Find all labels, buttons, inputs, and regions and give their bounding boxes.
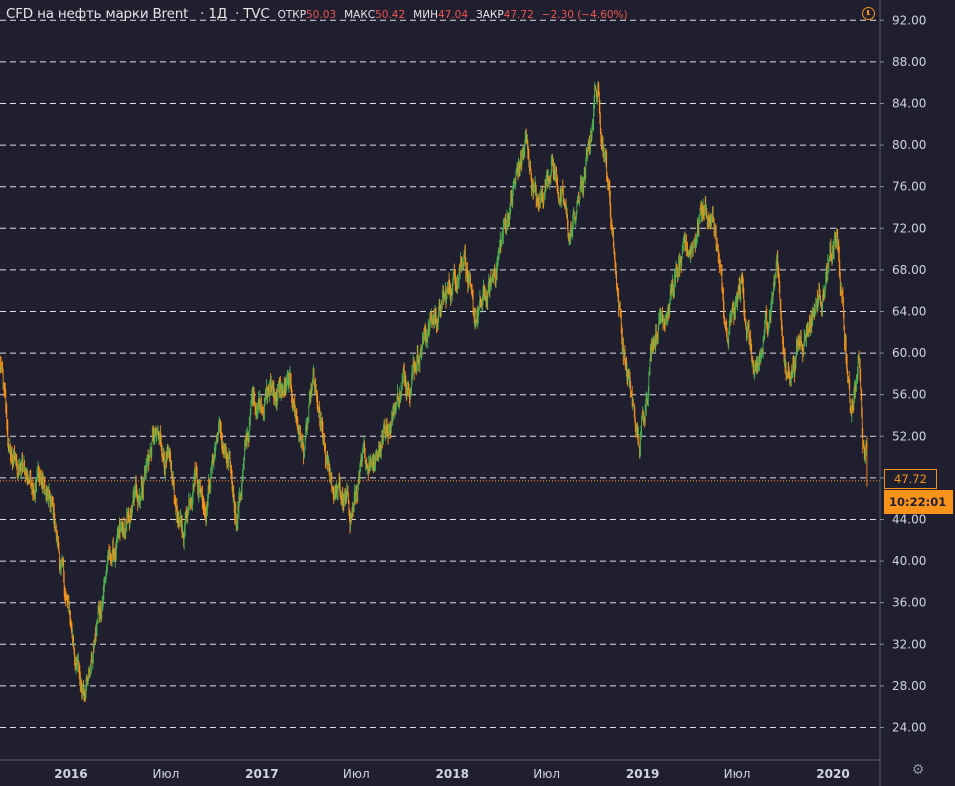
countdown-label: 10:22:01: [884, 490, 953, 514]
x-tick-label: Июл: [152, 767, 179, 781]
y-tick-label: 80.00: [892, 138, 926, 152]
y-tick-label: 40.00: [892, 554, 926, 568]
x-tick-label: 2016: [54, 767, 87, 781]
source-value: TVC: [243, 6, 270, 22]
y-tick-label: 36.00: [892, 596, 926, 610]
high-value: 50.42: [375, 9, 406, 21]
y-tick-label: 88.00: [892, 55, 926, 69]
symbol-name[interactable]: CFD на нефть марки Brent: [6, 6, 189, 22]
y-tick-label: 72.00: [892, 221, 926, 235]
close-label: ЗАКР: [476, 9, 504, 21]
y-tick-label: 76.00: [892, 180, 926, 194]
y-tick-label: 52.00: [892, 429, 926, 443]
low-label: МИН: [413, 9, 438, 21]
x-tick-label: Июл: [724, 767, 751, 781]
x-tick-label: 2017: [245, 767, 278, 781]
y-tick-label: 92.00: [892, 13, 926, 27]
y-tick-label: 60.00: [892, 346, 926, 360]
price-axis-bg: [880, 0, 955, 786]
interval[interactable]: · 1Д: [200, 6, 228, 22]
y-tick-label: 64.00: [892, 305, 926, 319]
x-tick-label: 2020: [816, 767, 849, 781]
close-value: 47.72: [503, 9, 534, 21]
source: · TVC: [235, 6, 270, 22]
clock-icon[interactable]: [862, 7, 875, 20]
interval-value: 1Д: [208, 6, 228, 22]
y-tick-label: 68.00: [892, 263, 926, 277]
open-label: ОТКР: [277, 9, 307, 21]
x-tick-label: 2019: [626, 767, 659, 781]
gear-icon[interactable]: ⚙: [911, 762, 925, 778]
price-series: [0, 81, 868, 702]
y-tick-label: 24.00: [892, 721, 926, 735]
change-value: −2.30 (−4.60%): [541, 9, 628, 21]
y-tick-label: 28.00: [892, 679, 926, 693]
last-price-label: 47.72: [884, 469, 937, 489]
y-tick-label: 44.00: [892, 513, 926, 527]
open-value: 50.03: [306, 9, 337, 21]
grid: [0, 19, 880, 728]
low-value: 47.04: [437, 9, 469, 21]
x-tick-label: Июл: [343, 767, 370, 781]
x-tick-label: 2018: [436, 767, 469, 781]
y-tick-label: 56.00: [892, 388, 926, 402]
y-tick-label: 84.00: [892, 97, 926, 111]
high-label: МАКС: [344, 9, 376, 21]
x-tick-label: Июл: [533, 767, 560, 781]
chart-legend: CFD на нефть марки Brent · 1Д · TVC ОТКР…: [6, 6, 628, 22]
y-tick-label: 32.00: [892, 637, 926, 651]
